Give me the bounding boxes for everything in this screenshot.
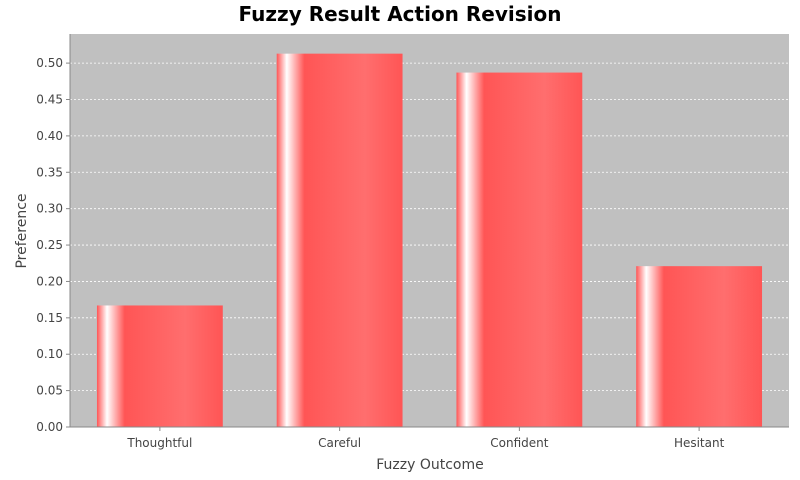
y-tick-label: 0.40 xyxy=(36,129,63,143)
y-tick-label: 0.00 xyxy=(36,420,63,434)
y-tick-label: 0.30 xyxy=(36,202,63,216)
y-tick-label: 0.15 xyxy=(36,311,63,325)
x-tick-label: Confident xyxy=(490,436,548,450)
y-tick-label: 0.25 xyxy=(36,238,63,252)
chart-title: Fuzzy Result Action Revision xyxy=(238,2,562,26)
y-tick-label: 0.05 xyxy=(36,384,63,398)
bar-thoughtful xyxy=(96,305,223,427)
x-axis-label: Fuzzy Outcome xyxy=(376,457,484,473)
x-tick-label: Thoughtful xyxy=(126,436,192,450)
x-tick-label: Hesitant xyxy=(674,436,725,450)
y-tick-label: 0.45 xyxy=(36,93,63,107)
y-tick-label: 0.20 xyxy=(36,274,63,288)
bar-hesitant xyxy=(636,266,763,427)
bar-confident xyxy=(456,72,583,428)
y-tick-label: 0.50 xyxy=(36,56,63,70)
y-tick-label: 0.35 xyxy=(36,165,63,179)
y-tick-label: 0.10 xyxy=(36,347,63,361)
x-tick-label: Careful xyxy=(318,436,361,450)
y-axis-label: Preference xyxy=(14,193,30,269)
bar-careful xyxy=(276,53,403,428)
